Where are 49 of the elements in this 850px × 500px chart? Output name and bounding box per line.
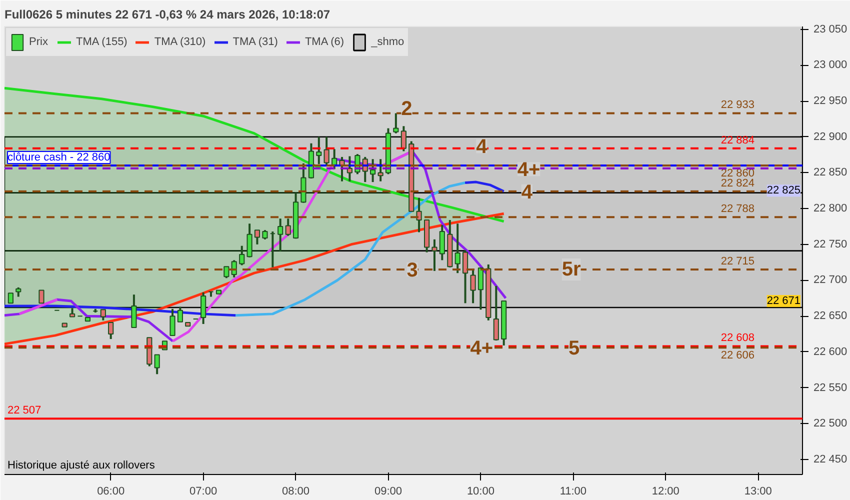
x-tick-label: 06:00: [97, 486, 125, 498]
y-tick-label: 22 600: [814, 346, 848, 358]
x-tick-label: 11:00: [560, 486, 587, 498]
y-tick-label: 22 900: [814, 130, 848, 143]
ref-line-label: 22 884: [720, 134, 755, 146]
y-tick-label: 22 500: [814, 418, 848, 430]
y-tick-label: 23 050: [814, 23, 848, 36]
annotation: 4: [476, 136, 488, 158]
legend-label: TMA (31): [232, 36, 278, 48]
x-tick-label: 09:00: [374, 486, 402, 498]
ref-line-label: 22 824: [720, 177, 755, 190]
annotation: Historique ajusté aux rollovers: [8, 460, 156, 472]
ref-line-label: 22 933: [720, 99, 755, 112]
x-tick-label: 10:00: [466, 486, 494, 498]
y-tick-label: 22 950: [814, 95, 848, 108]
ref-line-label: 22 860: [720, 168, 755, 180]
y-tick-label: 22 800: [814, 202, 848, 215]
y-tick-label: 23 000: [814, 59, 848, 72]
y-tick-label: 22 750: [814, 238, 848, 250]
ref-line-label: 22 608: [720, 332, 755, 344]
annotation: 22 825: [766, 184, 801, 197]
annotation: 4: [521, 181, 534, 204]
x-tick-label: 08:00: [282, 486, 310, 498]
y-tick-label: 22 650: [814, 310, 848, 322]
annotation: 5r: [562, 258, 581, 280]
legend-label: TMA (6): [304, 36, 344, 48]
y-tick-label: 22 850: [814, 166, 848, 179]
legend-label: Prix: [29, 36, 49, 48]
legend-label: TMA (310): [154, 36, 206, 48]
y-tick-label: 22 700: [814, 274, 848, 286]
chart-title: Full0626 5 minutes 22 671 -0,63 % 24 mars 2026, 10:18:07: [4, 8, 330, 22]
annotation: 4+: [470, 338, 494, 360]
annotation: 5: [568, 338, 580, 360]
x-tick-label: 13:00: [744, 486, 772, 498]
x-tick-label: 07:00: [190, 486, 218, 498]
x-tick-label: 12:00: [652, 486, 680, 498]
ref-line-label: 22 788: [720, 203, 755, 216]
ref-line-label: 22 715: [720, 255, 755, 268]
annotation: 4+: [517, 159, 540, 182]
y-tick-label: 22 550: [814, 382, 848, 394]
ref-line-label: 22 606: [720, 350, 755, 362]
y-tick-label: 22 450: [814, 453, 848, 466]
ref-line-label: clôture cash - 22 860: [8, 152, 110, 164]
legend-label: _shmo: [371, 36, 404, 48]
annotation: 22 671: [766, 295, 801, 308]
annotation: 2: [401, 98, 412, 120]
legend-label: TMA (155): [76, 36, 128, 48]
ref-line-label: 22 507: [8, 404, 42, 417]
annotation: 3: [406, 259, 418, 282]
